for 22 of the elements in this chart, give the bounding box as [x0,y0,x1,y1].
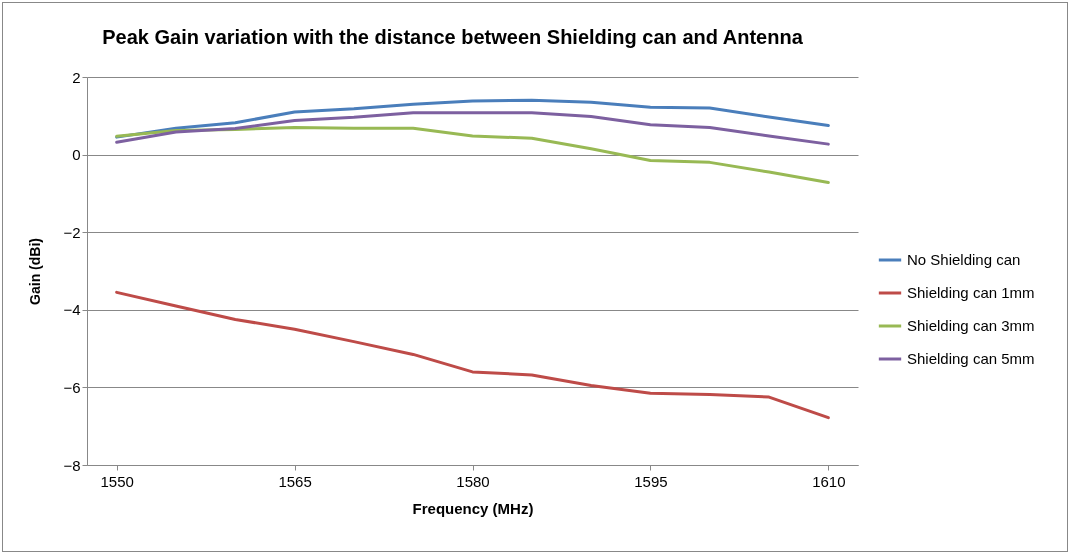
y-tick-label: 0 [72,146,81,164]
x-tick-label: 1565 [278,472,312,490]
y-tick-label: −4 [63,301,81,319]
y-tick-label: 2 [72,68,81,86]
x-axis-title: Frequency (MHz) [412,499,534,517]
x-tick-label: 1595 [634,472,668,490]
legend-label: Shielding can 5mm [907,350,1035,367]
line-series [115,111,830,146]
legend-label: Shielding can 3mm [907,317,1035,334]
line-series [115,125,830,185]
y-tick-label: −2 [63,223,81,241]
chart-title: Peak Gain variation with the distance between Shielding can and Antenna [102,26,804,48]
line-series [115,98,830,139]
line-series [115,290,830,420]
y-axis-title: Gain (dBi) [27,238,44,305]
x-tick-label: 1610 [812,472,846,490]
x-tick-label: 1550 [100,472,134,490]
legend-label: Shielding can 1mm [907,284,1035,301]
y-tick-label: −6 [63,378,81,396]
y-tick-label: −8 [63,456,81,474]
x-tick-label: 1580 [456,472,490,490]
legend-label: No Shielding can [907,251,1021,268]
